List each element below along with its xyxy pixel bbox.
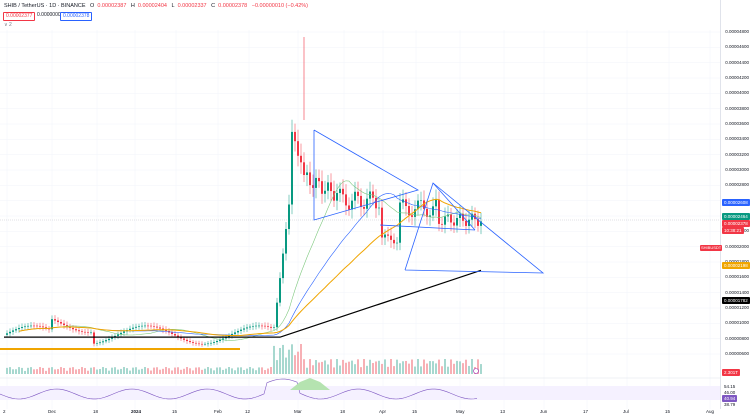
price-scale-label: 0.00002800 [725, 182, 749, 188]
symbol-title[interactable]: SHIB / TetherUS · 1D · BINANCE [4, 3, 86, 9]
price-scale-label: 0.00000600 [725, 351, 749, 356]
price-tag-green-line: 0.00002464 [722, 213, 750, 220]
time-axis-label: 15 [665, 409, 671, 414]
sell-button[interactable]: 0.00002377 [3, 12, 36, 21]
time-axis-label: Aug [706, 409, 715, 414]
price-scale[interactable]: 0.00004800 0.00004600 0.00004400 0.00004200… [720, 0, 750, 409]
price-tag-blue-line: 0.00002608 [722, 199, 750, 206]
indicators-toggle[interactable]: ∨ 2 [4, 22, 12, 28]
price-scale-label: 0.00001200 [725, 305, 749, 310]
time-axis-label: May [456, 409, 465, 414]
chart-grid [0, 30, 720, 409]
time-axis-label: Feb [214, 409, 222, 414]
spread-value: 0.00000001 [35, 12, 66, 19]
price-scale-label: 0.00004600 [725, 44, 749, 50]
moving-averages [4, 180, 482, 341]
price-scale-label: 0.00001400 [725, 289, 749, 295]
price-scale-label: 0.00004200 [725, 75, 749, 80]
time-axis-label: Mar [294, 409, 302, 414]
rsi-scale-label: 38.79 [724, 402, 736, 407]
price-scale-label: 0.00003600 [725, 121, 749, 126]
chart-header: SHIB / TetherUS · 1D · BINANCE O 0.000023… [0, 0, 720, 30]
time-axis-label: 18 [93, 409, 99, 414]
price-scale-label: 0.00004400 [725, 59, 749, 65]
price-scale-label: 0.00001000 [725, 320, 749, 326]
time-axis-label: 18 [340, 409, 346, 414]
time-axis-label: 2024 [131, 409, 142, 414]
ohlc-values: O 0.00002387 H 0.00002404 L 0.00002337 C 0.0… [90, 3, 309, 9]
time-axis[interactable]: 2 Dec 18 2024 15 Feb 12 Mar 18 Apr 15 May 13 Jun 17 Jul… [0, 409, 720, 417]
price-tag-ema-orange: 0.00002198 [722, 262, 750, 269]
price-scale-label: 0.00003200 [725, 151, 749, 157]
time-axis-label: 13 [500, 409, 506, 414]
buy-button[interactable]: 0.00002378 [60, 12, 93, 21]
price-scale-label: 0.00003000 [725, 167, 749, 172]
price-scale-label: 0.00004000 [725, 90, 749, 96]
price-scale-label: 0.00001800 [725, 259, 749, 264]
price-scale-label: 0.00000800 [725, 335, 749, 341]
time-axis-label: 15 [172, 409, 178, 414]
time-axis-label: 12 [245, 409, 251, 414]
price-scale-label: 0.00001600 [725, 274, 749, 280]
price-scale-label: 0.00004800 [725, 29, 749, 34]
price-tag-current-price: 0.00002378 [722, 220, 750, 227]
volume-bars [6, 344, 482, 374]
time-axis-label: Dec [48, 409, 57, 414]
time-axis-label: 2 [3, 409, 6, 414]
time-axis-label: 15 [412, 409, 418, 414]
price-tag-ema-black: 0.00001782 [722, 297, 750, 304]
rsi-scale-label: 40.94 [722, 395, 738, 402]
rsi-scale-label: 46.00 [724, 390, 736, 395]
symbol-price-tag: SHIBUSDT [700, 245, 723, 251]
price-tag-volume: 2.301T [722, 369, 741, 376]
price-scale-label: 0.00002000 [725, 243, 749, 249]
time-axis-label: 17 [583, 409, 589, 414]
time-axis-label: Jul [623, 409, 629, 414]
candlestick-series [6, 37, 482, 347]
rsi-pane [0, 368, 720, 400]
time-axis-label: Apr [379, 409, 387, 414]
price-scale-label: 0.00003400 [725, 136, 749, 142]
time-axis-label: Jun [540, 409, 548, 414]
trendline-drawings[interactable] [0, 129, 545, 350]
rsi-scale-label: 54.15 [724, 384, 736, 389]
legend-line: SHIB / TetherUS · 1D · BINANCE O 0.000023… [4, 3, 314, 9]
price-scale-label: 0.00003800 [725, 105, 749, 111]
price-tag-countdown: 10:38:21 [722, 227, 744, 234]
